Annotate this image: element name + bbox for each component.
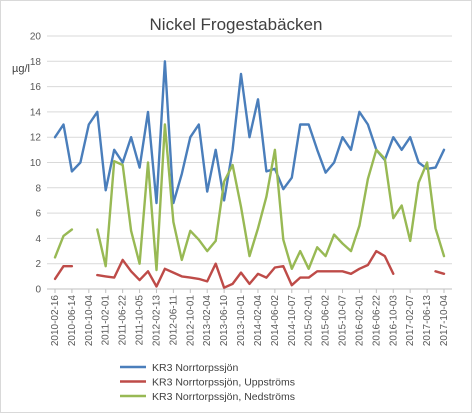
grid-lines bbox=[47, 35, 452, 265]
legend-entry: KR3 Norrtorpssjön, Uppströms bbox=[152, 377, 295, 389]
x-tick-label: 2017-10-04 bbox=[439, 295, 450, 347]
x-tick-label: 2015-02-01 bbox=[304, 295, 315, 347]
legend-entry: KR3 Norrtorpssjön, Nedströms bbox=[152, 391, 295, 403]
y-tick-label: 10 bbox=[30, 158, 42, 169]
x-tick-label: 2016-06-22 bbox=[371, 295, 382, 347]
series-3 bbox=[53, 123, 446, 272]
x-tick-label: 2013-10-01 bbox=[236, 295, 247, 347]
x-tick-label: 2011-02-01 bbox=[101, 295, 112, 346]
x-tick-label: 2010-02-16 bbox=[50, 295, 61, 347]
x-tick-label: 2011-06-22 bbox=[118, 295, 129, 346]
y-tick-label: 12 bbox=[30, 133, 42, 144]
x-tick-label: 2012-02-13 bbox=[151, 295, 162, 347]
x-tick-label: 2012-06-11 bbox=[168, 295, 179, 346]
axes: 0 2 4 6 8 10 12 14 16 18 20 2010-02-16 2010-06-14 201… bbox=[30, 32, 452, 347]
x-tick-label: 2016-02-01 bbox=[354, 295, 365, 347]
x-tick-label: 2014-10-07 bbox=[287, 295, 298, 347]
x-tick-label: 2014-02-04 bbox=[253, 295, 264, 347]
x-tick-label: 2013-02-04 bbox=[202, 295, 213, 347]
x-tick-label: 2015-06-02 bbox=[321, 295, 332, 347]
y-tick-label: 8 bbox=[35, 183, 41, 194]
chart-title: Nickel Frogestabäcken bbox=[150, 15, 323, 34]
series-line-segment bbox=[53, 265, 74, 281]
x-tick-label: 2017-06-13 bbox=[422, 295, 433, 347]
x-tick-label: 2011-10-05 bbox=[135, 295, 146, 346]
y-tick-label: 14 bbox=[30, 107, 42, 118]
legend-entry: KR3 Norrtorpssjön bbox=[152, 362, 239, 374]
series-line-segment bbox=[434, 270, 446, 275]
x-tick-label: 2010-10-04 bbox=[84, 295, 95, 347]
x-tick-label: 2014-06-02 bbox=[270, 295, 281, 347]
y-tick-label: 16 bbox=[30, 82, 42, 93]
x-tick-label: 2013-06-10 bbox=[219, 295, 230, 347]
series-lines bbox=[53, 60, 446, 289]
x-tick-label: 2016-10-03 bbox=[388, 295, 399, 347]
x-tick-label: 2010-06-14 bbox=[67, 295, 78, 347]
y-tick-label: 20 bbox=[30, 32, 42, 43]
y-axis-label: µg/l bbox=[12, 63, 30, 75]
y-tick-label: 2 bbox=[35, 259, 41, 270]
y-tick-label: 6 bbox=[35, 209, 41, 220]
y-tick-label: 4 bbox=[35, 234, 41, 245]
series-2 bbox=[53, 249, 446, 289]
x-tick-label: 2012-10-01 bbox=[185, 295, 196, 347]
legend: KR3 Norrtorpssjön KR3 Norrtorpssjön, Upps… bbox=[120, 362, 295, 403]
series-line-segment bbox=[96, 249, 395, 289]
series-line-segment bbox=[53, 228, 74, 259]
series-line-segment bbox=[96, 123, 446, 272]
y-tick-label: 0 bbox=[35, 285, 41, 296]
y-tick-label: 18 bbox=[30, 57, 42, 68]
x-tick-label: 2015-10-07 bbox=[338, 295, 349, 347]
x-tick-label: 2017-02-07 bbox=[405, 295, 416, 347]
